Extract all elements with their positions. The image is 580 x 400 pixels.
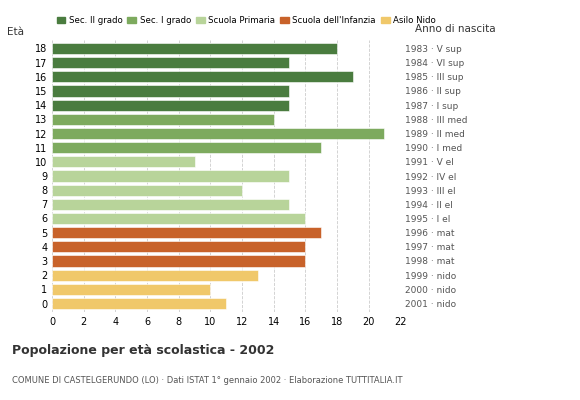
- Bar: [52, 43, 337, 54]
- Bar: [52, 256, 305, 266]
- Bar: [52, 100, 289, 111]
- Bar: [52, 142, 321, 153]
- Bar: [52, 170, 289, 182]
- Text: Età: Età: [7, 27, 24, 37]
- Bar: [52, 71, 353, 82]
- Text: Anno di nascita: Anno di nascita: [415, 24, 495, 34]
- Legend: Sec. II grado, Sec. I grado, Scuola Primaria, Scuola dell'Infanzia, Asilo Nido: Sec. II grado, Sec. I grado, Scuola Prim…: [56, 16, 436, 25]
- Bar: [52, 284, 211, 295]
- Bar: [52, 185, 242, 196]
- Bar: [52, 298, 226, 309]
- Bar: [52, 213, 305, 224]
- Bar: [52, 128, 385, 139]
- Bar: [52, 199, 289, 210]
- Bar: [52, 86, 289, 96]
- Bar: [52, 57, 289, 68]
- Bar: [52, 241, 305, 252]
- Bar: [52, 114, 274, 125]
- Bar: [52, 270, 258, 281]
- Text: Popolazione per età scolastica - 2002: Popolazione per età scolastica - 2002: [12, 344, 274, 357]
- Text: COMUNE DI CASTELGERUNDO (LO) · Dati ISTAT 1° gennaio 2002 · Elaborazione TUTTITA: COMUNE DI CASTELGERUNDO (LO) · Dati ISTA…: [12, 376, 402, 385]
- Bar: [52, 156, 194, 167]
- Bar: [52, 227, 321, 238]
